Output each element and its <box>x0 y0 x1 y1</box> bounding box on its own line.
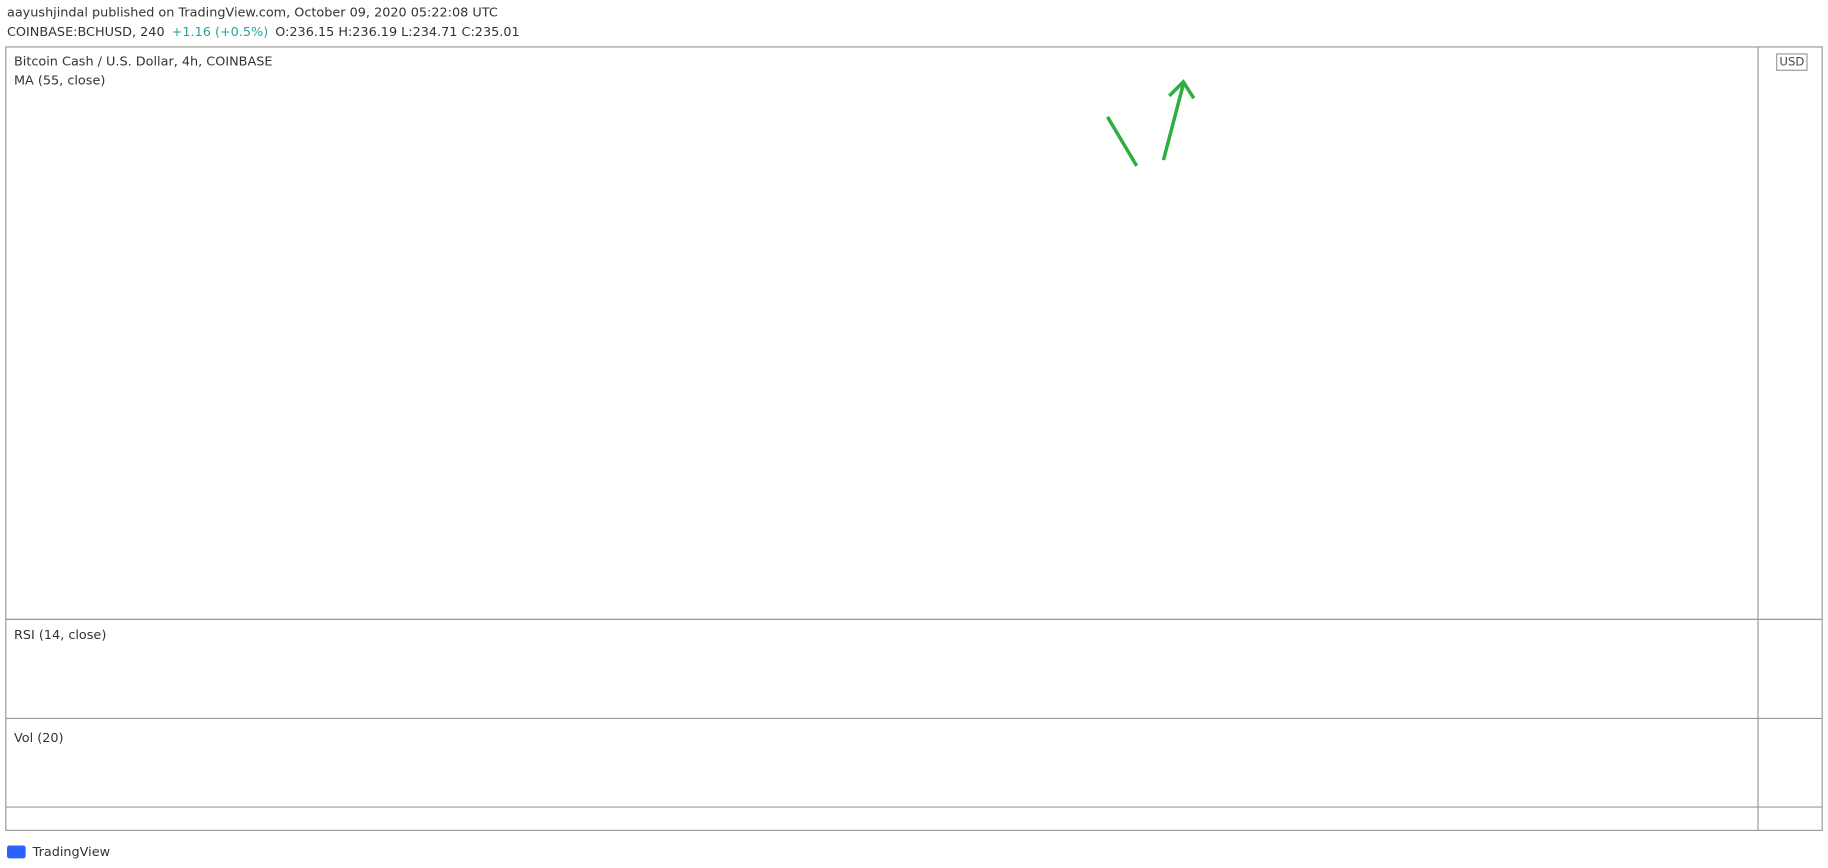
currency: USD <box>1779 55 1804 69</box>
arrow-annotation <box>1106 79 1196 167</box>
chart-title: Bitcoin Cash / U.S. Dollar, 4h, COINBASE <box>14 55 272 70</box>
brand: TradingView <box>32 845 110 860</box>
vol-label: Vol (20) <box>14 731 64 746</box>
frame <box>5 46 1823 831</box>
ohlc: O:236.15 H:236.19 L:234.71 C:235.01 <box>275 24 519 39</box>
symbol-line: COINBASE:BCHUSD, 240 +1.16 (+0.5%) O:236.1… <box>7 24 520 39</box>
rsi-label: RSI (14, close) <box>14 628 106 643</box>
currency-box <box>1776 53 1808 71</box>
ma-label: MA (55, close) <box>14 73 105 88</box>
publisher: aayushjindal published on TradingView.co… <box>7 6 498 21</box>
brand-logo <box>6 845 26 859</box>
change: +1.16 (+0.5%) <box>172 24 269 39</box>
symbol: COINBASE:BCHUSD, 240 <box>7 24 165 39</box>
